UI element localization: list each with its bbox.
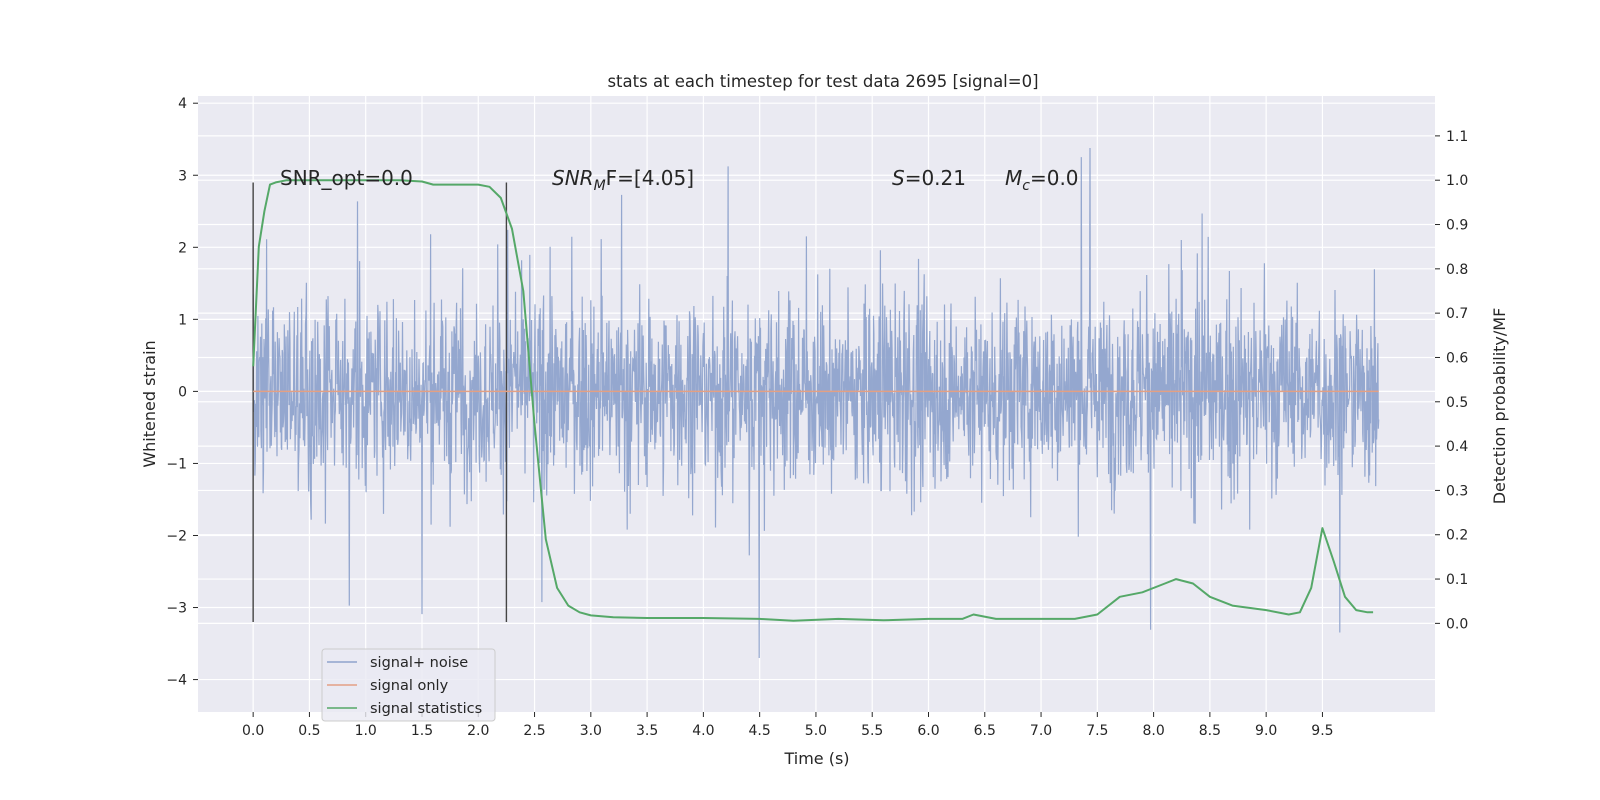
legend-box [321,648,496,722]
x-tick-label: 0.5 [298,723,320,739]
x-tick-label: 5.0 [805,723,827,739]
tick-labels: 0.0 0.5 1.0 1.5 2.0 2.5 3.0 3.5 4.0 4.5 5.0 5.5 6.0 6… [166,96,1468,739]
annotation-mc: Mc=0.0 [1005,166,1079,194]
annotation-mc-rest: =0.0 [1030,166,1079,190]
x-tick-label: 7.5 [1086,723,1108,739]
annotation-s-main: S [892,166,905,190]
y-left-tick-label: 3 [178,168,187,184]
y-left-tick-label: 2 [178,240,187,256]
y-right-tick-label: 0.8 [1446,262,1468,278]
signal-noise-line [252,147,1380,659]
x-tick-label: 0.0 [242,723,264,739]
x-tick-label: 1.0 [355,723,377,739]
chart-title: stats at each timestep for test data 269… [607,72,1038,91]
x-axis-label: Time (s) [783,749,849,768]
annotation-snr-mf-main: SNR [552,166,594,190]
annotation-snr-mf-rest: F=[4.05] [606,166,694,190]
legend-label-signal-noise: signal+ noise [370,655,468,671]
x-tick-label: 2.5 [523,723,545,739]
y-left-tick-label: 0 [178,384,187,400]
y-left-tick-label: −3 [166,601,187,617]
y-right-tick-label: 0.9 [1446,218,1468,234]
annotation-snr-mf: SNRMF=[4.05] [552,166,694,194]
y-right-tick-label: 0.5 [1446,395,1468,411]
x-tick-label: 8.0 [1142,723,1164,739]
annotation-mc-main: M [1005,166,1022,190]
x-tick-label: 9.0 [1255,723,1277,739]
x-tick-label: 4.5 [749,723,771,739]
y-right-tick-label: 1.0 [1446,173,1468,189]
y-left-tick-label: −1 [166,456,187,472]
x-tick-label: 6.5 [974,723,996,739]
x-tick-label: 4.0 [692,723,714,739]
annotations: SNR_opt=0.0 SNRMF=[4.05] S=0.21 Mc=0.0 [280,166,1079,194]
x-tick-label: 6.0 [917,723,939,739]
y-right-tick-label: 0.3 [1446,483,1468,499]
annotation-s-rest: =0.21 [905,166,966,190]
y-left-tick-label: −2 [166,528,187,544]
x-tick-label: 1.5 [411,723,433,739]
legend-label-signal-only: signal only [370,678,449,694]
x-tick-label: 5.5 [861,723,883,739]
y-right-tick-label: 0.1 [1446,572,1468,588]
x-tick-label: 3.5 [636,723,658,739]
y-right-tick-label: 1.1 [1446,129,1468,145]
y-right-tick-label: 0.0 [1446,616,1468,632]
annotation-snr-mf-sub: M [594,178,606,194]
y-left-tick-label: 4 [178,96,187,112]
x-tick-label: 2.0 [467,723,489,739]
annotation-s: S=0.21 [892,166,966,190]
y-right-axis-label: Detection probability/MF [1490,308,1509,505]
annotation-mc-sub: c [1022,178,1030,194]
y-right-tick-label: 0.6 [1446,350,1468,366]
y-right-tick-label: 0.2 [1446,528,1468,544]
annotation-snr-opt: SNR_opt=0.0 [280,166,413,190]
vertical-markers [252,182,508,622]
signal-statistics-series [252,179,1374,622]
signal-statistics-line [252,179,1374,622]
y-left-axis-label: Whitened strain [140,340,159,467]
signal-noise-series [252,147,1380,659]
x-tick-label: 8.5 [1199,723,1221,739]
y-right-tick-label: 0.7 [1446,306,1468,322]
y-left-tick-label: 1 [178,312,187,328]
x-tick-label: 7.0 [1030,723,1052,739]
legend: signal+ noise signal only signal statist… [321,648,496,722]
legend-label-signal-statistics: signal statistics [370,701,482,717]
x-tick-label: 3.0 [580,723,602,739]
y-left-tick-label: −4 [166,673,187,689]
x-tick-label: 9.5 [1311,723,1333,739]
y-right-tick-label: 0.4 [1446,439,1468,455]
